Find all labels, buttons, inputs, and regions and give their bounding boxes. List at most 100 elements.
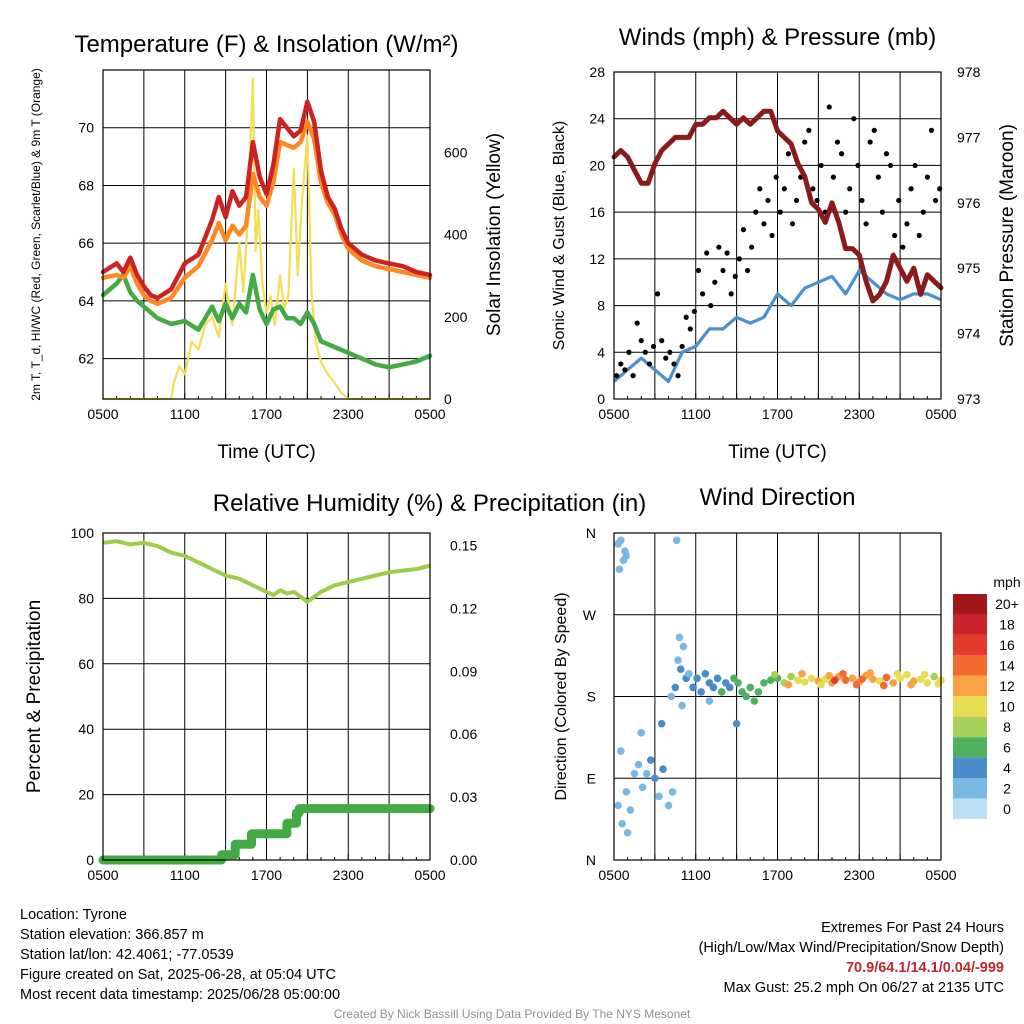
direction-point [697, 688, 705, 696]
gust-point [781, 186, 787, 192]
colorbar-swatch [953, 614, 987, 635]
direction-point [746, 683, 755, 692]
chart-panel-3: 0500 1100 1700 2300 05000204060801000.000.03… [24, 490, 646, 883]
y-tick-label: W [583, 607, 597, 623]
latlon-text: Station lat/lon: 42.4061; -77.0539 [20, 947, 234, 963]
direction-point [848, 674, 857, 683]
x-tick-label: 2300 [844, 406, 875, 422]
direction-point [750, 697, 759, 705]
gust-point [675, 373, 681, 379]
y-right-tick-label: 0.12 [450, 600, 477, 616]
direction-point [634, 760, 643, 769]
direction-point [732, 719, 741, 728]
x-tick-label: 1700 [251, 867, 282, 883]
direction-point [709, 683, 718, 692]
direction-point [615, 565, 624, 574]
y-tick-label: 68 [78, 177, 94, 193]
direction-point [858, 675, 866, 684]
gust-point [883, 151, 890, 157]
x-tick-label: 0500 [414, 867, 445, 883]
y-axis-label-right: Solar Insolation (Yellow) [484, 133, 505, 336]
recent-data-text: Most recent data timestamp: 2025/06/28 0… [20, 987, 341, 1003]
colorbar-swatch [953, 655, 987, 676]
gust-point [667, 349, 673, 355]
direction-point [920, 670, 929, 679]
colorbar-swatch [953, 594, 987, 615]
gust-point [814, 197, 820, 204]
colorbar: mph 20+ 18 16 14 12 10 8 6 4 2 0 [953, 574, 1021, 819]
direction-point [893, 669, 902, 678]
colorbar-label: 10 [999, 699, 1015, 715]
y-tick-label: 8 [597, 298, 605, 314]
gust-point [671, 361, 677, 367]
gust-point [851, 116, 857, 122]
x-tick-label: 0500 [925, 406, 956, 422]
gust-point [720, 267, 726, 274]
direction-point [930, 672, 938, 681]
created-text: Figure created on Sat, 2025-06-28, at 05… [20, 967, 336, 983]
colorbar-label: 20+ [995, 596, 1019, 612]
gust-point [806, 127, 812, 133]
direction-point [659, 765, 667, 773]
gust-point [650, 343, 657, 350]
gust-point [908, 186, 914, 192]
gust-point [614, 373, 620, 379]
y-right-tick-label: 0.06 [450, 726, 477, 742]
direction-point [668, 788, 677, 796]
colorbar-label: 18 [999, 617, 1015, 633]
gust-point [773, 174, 779, 180]
direction-point [674, 656, 682, 664]
direction-point [934, 679, 943, 688]
gust-point [699, 291, 706, 297]
y-tick-label: 20 [78, 787, 94, 803]
y-tick-label: 62 [78, 351, 94, 367]
station-info: Location: Tyrone Station elevation: 366.… [20, 905, 340, 1005]
gust-point [818, 162, 824, 169]
gust-point [904, 221, 910, 227]
x-tick-label: 1100 [170, 406, 200, 422]
gust-point [785, 151, 792, 157]
direction-point [866, 669, 874, 677]
elevation-text: Station elevation: 366.857 m [20, 927, 204, 943]
direction-point [807, 674, 816, 683]
gust-point [843, 209, 849, 215]
x-tick-label: 0500 [925, 867, 956, 883]
direction-point [923, 679, 932, 687]
x-tick-label: 1100 [681, 867, 711, 883]
y-right-tick-label: 977 [957, 129, 981, 145]
direction-point [726, 683, 734, 692]
x-tick-label: 1100 [170, 867, 200, 883]
direction-point [678, 701, 686, 710]
direction-point [717, 688, 726, 696]
series-line-2 [100, 272, 433, 370]
gust-point [834, 139, 841, 145]
gust-point [916, 232, 922, 239]
gust-point [826, 104, 832, 110]
y-right-tick-label: 0.09 [450, 663, 477, 679]
direction-point [655, 792, 663, 801]
y-tick-label: 70 [78, 120, 94, 136]
colorbar-swatch [953, 634, 987, 656]
y-right-tick-label: 0 [444, 391, 452, 407]
y-right-tick-label: 976 [957, 195, 981, 211]
gust-point [928, 127, 935, 133]
gust-point [732, 273, 738, 279]
gust-point [761, 221, 767, 227]
colorbar-label: 16 [999, 637, 1015, 653]
y-tick-label: 24 [589, 111, 605, 127]
direction-point [622, 788, 631, 796]
colorbar-swatch [953, 716, 987, 738]
direction-point [675, 633, 684, 642]
gust-point [646, 361, 653, 367]
x-tick-label: 1700 [251, 406, 282, 422]
y-tick-label: 66 [78, 235, 94, 251]
colorbar-swatch [953, 696, 987, 717]
chart-title: Temperature (F) & Insolation (W/m²) [74, 31, 458, 58]
gust-point [638, 338, 644, 344]
x-tick-label: 2300 [333, 867, 364, 883]
y-right-tick-label: 975 [957, 260, 981, 276]
direction-point [637, 729, 646, 737]
gust-point [691, 308, 697, 315]
y-right-tick-label: 973 [957, 391, 981, 407]
